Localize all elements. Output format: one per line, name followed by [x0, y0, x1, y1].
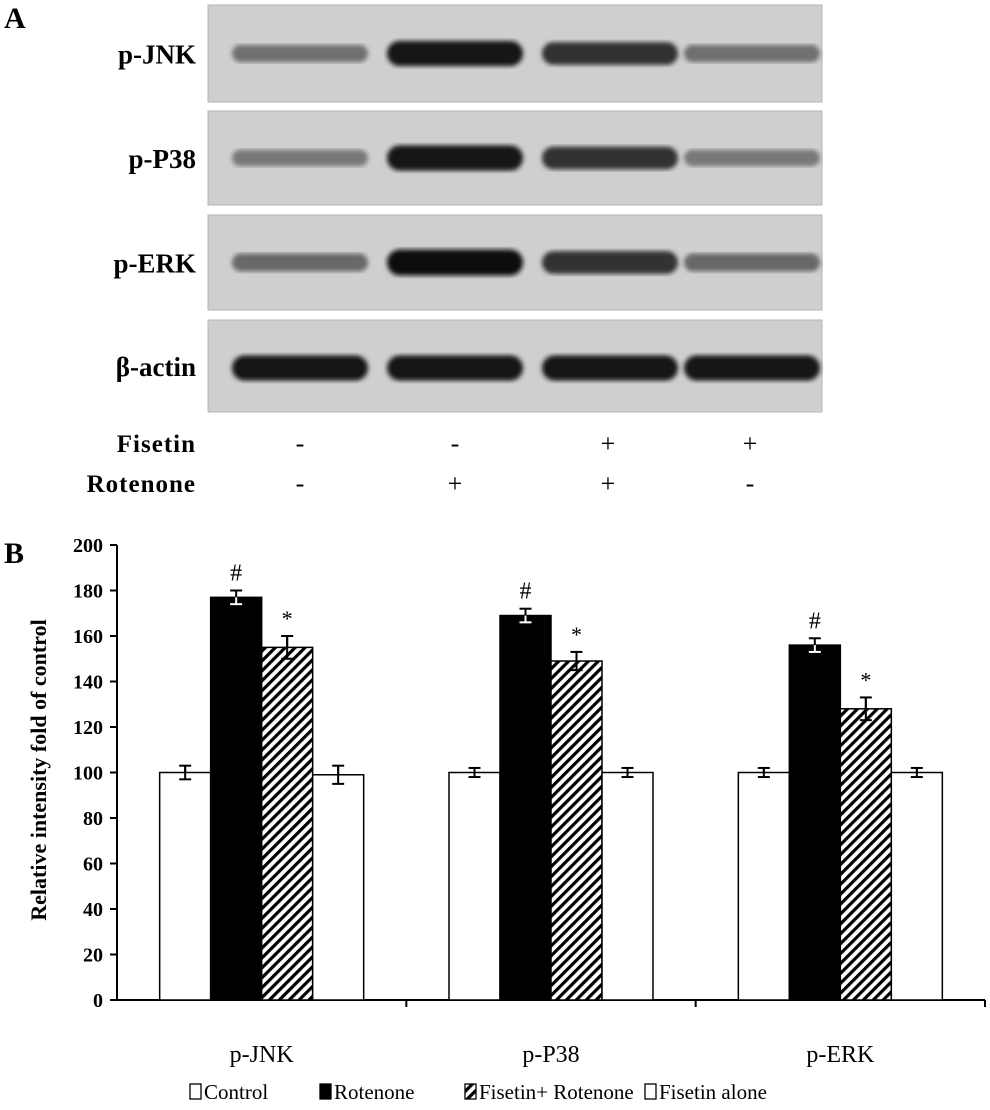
- treatment-table: Fisetin - - + + Rotenone - + + -: [87, 429, 758, 498]
- blot-row-label: p-P38: [129, 144, 197, 174]
- y-tick-label: 140: [73, 672, 103, 694]
- blot-band: [684, 44, 820, 63]
- bar: [448, 771, 501, 1001]
- blot-band: [232, 253, 368, 272]
- bar: [788, 644, 842, 1001]
- blot-band: [387, 355, 523, 381]
- treatment-label: Fisetin: [117, 431, 196, 458]
- treatment-sign: +: [743, 429, 758, 458]
- legend-swatch: [464, 1083, 477, 1100]
- blot-row-label: β-actin: [116, 352, 196, 382]
- legend-item: Rotenone: [319, 1080, 414, 1104]
- treatment-sign: +: [601, 429, 616, 458]
- legend-label: Fisetin+ Rotenone: [479, 1080, 634, 1104]
- significance-marker: *: [571, 622, 582, 647]
- blot-band: [232, 44, 368, 63]
- legend-label: Rotenone: [334, 1080, 414, 1104]
- panel-a-label: A: [4, 2, 26, 35]
- blot-row: p-P38: [129, 110, 823, 206]
- bar: [550, 660, 603, 1001]
- y-tick-label: 40: [83, 899, 103, 921]
- legend-label: Control: [204, 1080, 268, 1104]
- y-tick-label: 80: [83, 808, 103, 830]
- bar: [890, 771, 944, 1001]
- treatment-sign: -: [296, 469, 305, 498]
- x-tick-label: p-JNK: [230, 1042, 295, 1068]
- blot-row: β-actin: [116, 319, 823, 413]
- bar: [260, 646, 314, 1001]
- treatment-sign: +: [448, 469, 463, 498]
- blot-band: [232, 355, 368, 381]
- significance-marker: #: [230, 561, 242, 587]
- legend-item: Fisetin+ Rotenone: [464, 1080, 634, 1104]
- bar: [158, 771, 212, 1001]
- legend-swatch: [644, 1083, 657, 1100]
- blot-band: [684, 355, 820, 381]
- blot-row: p-ERK: [113, 214, 823, 311]
- bar: [311, 774, 365, 1001]
- treatment-sign: -: [746, 469, 755, 498]
- bar: [499, 614, 552, 1001]
- y-tick-label: 60: [83, 854, 103, 876]
- blot-row-label: p-ERK: [113, 249, 196, 279]
- blot-band: [542, 42, 678, 65]
- y-tick-label: 180: [73, 581, 103, 603]
- legend-label: Fisetin alone: [659, 1080, 767, 1104]
- bar: [601, 771, 654, 1001]
- legend-swatch: [189, 1083, 202, 1100]
- panel-b-label: B: [4, 537, 24, 570]
- x-tick-label: p-ERK: [806, 1042, 875, 1068]
- blot-row-label: p-JNK: [118, 40, 196, 70]
- significance-marker: #: [809, 608, 821, 634]
- y-tick-label: 200: [73, 535, 103, 557]
- bar: [209, 596, 263, 1001]
- treatment-sign: +: [601, 469, 616, 498]
- legend-item: Control: [189, 1080, 268, 1104]
- significance-marker: *: [282, 606, 293, 631]
- y-tick-label: 160: [73, 626, 103, 648]
- blot-band: [387, 145, 523, 171]
- western-blot-panel: p-JNK p-P38 p-ERK β-actin: [113, 4, 823, 413]
- x-tick-label: p-P38: [522, 1042, 579, 1068]
- blot-band: [542, 146, 678, 170]
- blot-band: [684, 253, 820, 272]
- y-tick-label: 120: [73, 717, 103, 739]
- bar: [839, 708, 893, 1001]
- bar: [737, 771, 791, 1001]
- treatment-sign: -: [451, 429, 460, 458]
- y-tick-label: 0: [93, 990, 103, 1012]
- blot-band: [232, 149, 368, 167]
- treatment-label: Rotenone: [87, 471, 196, 498]
- y-axis-label: Relative intensity fold of control: [26, 619, 51, 920]
- y-tick-label: 100: [73, 763, 103, 785]
- legend-swatch: [319, 1083, 332, 1100]
- blot-band: [542, 251, 678, 274]
- blot-row: p-JNK: [118, 4, 823, 103]
- blot-band: [387, 40, 523, 67]
- legend-item: Fisetin alone: [644, 1080, 767, 1104]
- legend: Control Rotenone Fisetin+ Rotenone Fisetin …: [189, 1080, 767, 1104]
- blot-band: [684, 149, 820, 167]
- significance-marker: #: [520, 579, 532, 605]
- bar-chart: 0 20 40 60 80 100 120 140 160 180 200 p-JNK # * p-P38 #…: [73, 535, 986, 1068]
- significance-marker: *: [860, 667, 871, 692]
- blot-band: [387, 249, 523, 276]
- y-tick-label: 20: [83, 945, 103, 967]
- treatment-sign: -: [296, 429, 305, 458]
- blot-band: [542, 355, 678, 381]
